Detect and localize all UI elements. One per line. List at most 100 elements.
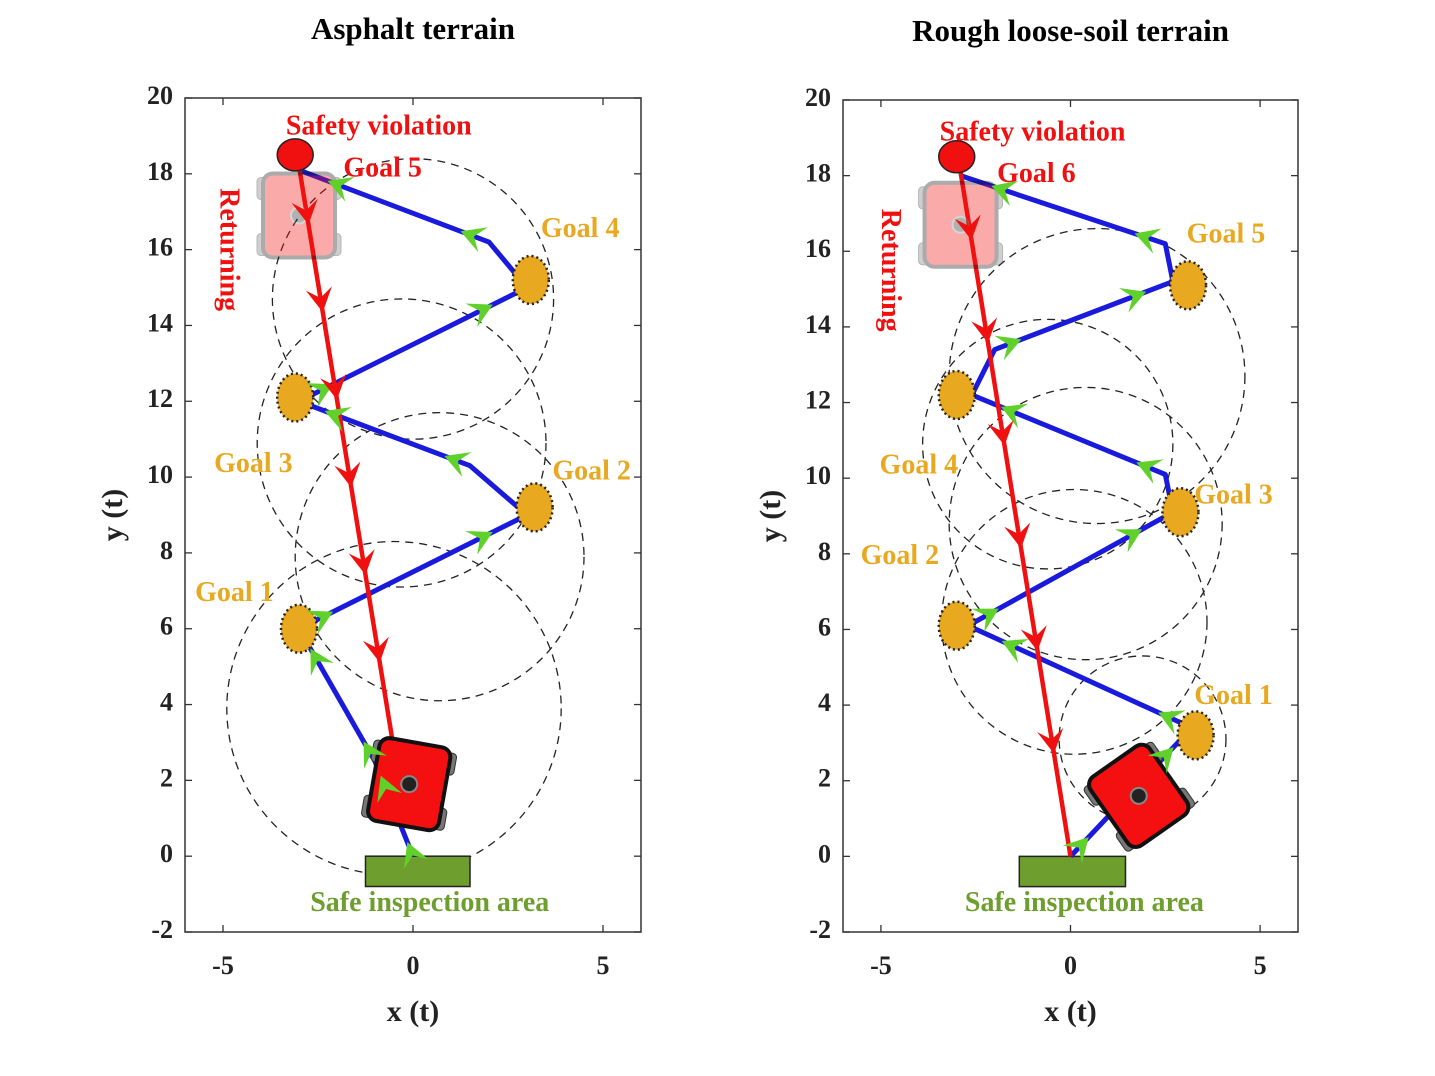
- goal-marker: [937, 369, 976, 421]
- y-axis-label: y (t): [96, 489, 129, 541]
- robot-wheel: [256, 233, 270, 257]
- arrowhead: [1134, 228, 1162, 254]
- arrowhead: [327, 176, 355, 202]
- y-axis-label: y (t): [754, 490, 787, 542]
- reach-circle: [948, 386, 1223, 661]
- annotation: Safety violation: [940, 116, 1126, 147]
- path-line: [296, 167, 530, 858]
- arrowhead: [348, 549, 375, 575]
- arrowhead: [1062, 837, 1089, 864]
- annotation: Goal 3: [1194, 480, 1273, 511]
- safe-area: [364, 855, 471, 888]
- arrowhead: [1114, 529, 1143, 553]
- robot-wheel: [256, 177, 270, 201]
- path-line: [959, 173, 1195, 859]
- goal-marker: [511, 254, 551, 306]
- arrowhead: [334, 461, 361, 488]
- arrowhead: [1001, 638, 1029, 663]
- safe-area-label: Safe inspection area: [310, 887, 549, 918]
- y-tick-label: 0: [160, 839, 173, 868]
- x-tick-label: 0: [407, 951, 420, 980]
- y-tick-label: 18: [805, 159, 831, 188]
- y-tick-label: 20: [147, 81, 173, 110]
- annotation: Goal 5: [1187, 219, 1266, 250]
- annotation: Goal 4: [541, 213, 620, 244]
- arrowhead: [403, 841, 429, 870]
- reach-circle: [921, 318, 1174, 570]
- arrowhead: [305, 286, 332, 313]
- arrowhead: [362, 636, 389, 663]
- x-tick-label: 5: [597, 951, 610, 980]
- robot-wheel: [328, 233, 342, 257]
- y-tick-label: 18: [147, 157, 173, 186]
- goal-marker: [937, 600, 976, 651]
- y-tick-label: 6: [818, 612, 831, 641]
- annotation: Returning: [875, 209, 906, 332]
- violation-marker: [276, 138, 314, 172]
- y-tick-label: 16: [147, 233, 173, 262]
- arrowhead: [1004, 522, 1031, 549]
- y-tick-label: 12: [805, 386, 831, 415]
- arrowhead: [991, 180, 1019, 206]
- arrowhead: [1136, 459, 1164, 484]
- safe-area: [1018, 855, 1127, 888]
- y-tick-label: -2: [151, 915, 173, 944]
- x-tick-label: -5: [870, 951, 892, 980]
- robot-wheel: [918, 242, 932, 266]
- y-tick-label: -2: [809, 915, 831, 944]
- arrowhead: [1020, 625, 1047, 652]
- arrowhead: [465, 530, 493, 555]
- goal-marker: [1176, 710, 1215, 761]
- safe-area-label: Safe inspection area: [965, 887, 1204, 918]
- arrowhead: [305, 610, 334, 635]
- goal-marker: [279, 603, 319, 654]
- goal-marker: [1161, 486, 1200, 538]
- annotation: Goal 3: [214, 448, 293, 479]
- robot: [1083, 741, 1196, 852]
- y-tick-label: 14: [805, 310, 831, 339]
- annotation: Goal 1: [195, 577, 274, 608]
- x-tick-label: -5: [212, 951, 234, 980]
- arrowhead: [1147, 747, 1174, 774]
- robot-body: [261, 171, 337, 260]
- y-tick-label: 0: [818, 839, 831, 868]
- annotation: Goal 4: [880, 449, 959, 480]
- goal-marker: [275, 372, 315, 423]
- arrowhead: [291, 198, 318, 225]
- y-tick-label: 8: [818, 537, 831, 566]
- y-tick-label: 2: [160, 763, 173, 792]
- x-tick-label: 0: [1064, 951, 1077, 980]
- y-tick-label: 8: [160, 536, 173, 565]
- arrowhead: [994, 335, 1022, 361]
- robot-wheel: [990, 242, 1004, 266]
- goal-marker: [515, 482, 554, 533]
- chart-title: Rough loose-soil terrain: [912, 13, 1229, 48]
- arrowhead: [320, 373, 347, 400]
- robot-sensor: [400, 775, 419, 794]
- y-tick-label: 6: [160, 612, 173, 641]
- arrowhead: [1158, 710, 1186, 735]
- y-tick-label: 10: [147, 460, 173, 489]
- arrowhead: [971, 608, 999, 632]
- y-tick-label: 12: [147, 384, 173, 413]
- reach-circle: [271, 158, 555, 440]
- robot-wheel: [918, 186, 932, 210]
- annotation: Goal 2: [861, 540, 940, 571]
- x-axis-label: x (t): [1044, 995, 1096, 1028]
- y-tick-label: 4: [160, 688, 173, 717]
- arrowhead: [444, 452, 472, 477]
- reach-circle: [256, 298, 547, 588]
- y-tick-label: 16: [805, 234, 831, 263]
- robot: [256, 171, 342, 260]
- arrowhead: [1037, 727, 1064, 754]
- arrowhead: [324, 407, 352, 432]
- arrowhead: [971, 317, 998, 343]
- reach-circle: [226, 540, 562, 876]
- arrowhead: [460, 227, 488, 253]
- arrowhead: [1119, 287, 1147, 313]
- arrowhead: [987, 419, 1014, 446]
- annotation: Goal 1: [1194, 680, 1273, 711]
- robot: [361, 736, 458, 833]
- robot-sensor: [1129, 786, 1148, 805]
